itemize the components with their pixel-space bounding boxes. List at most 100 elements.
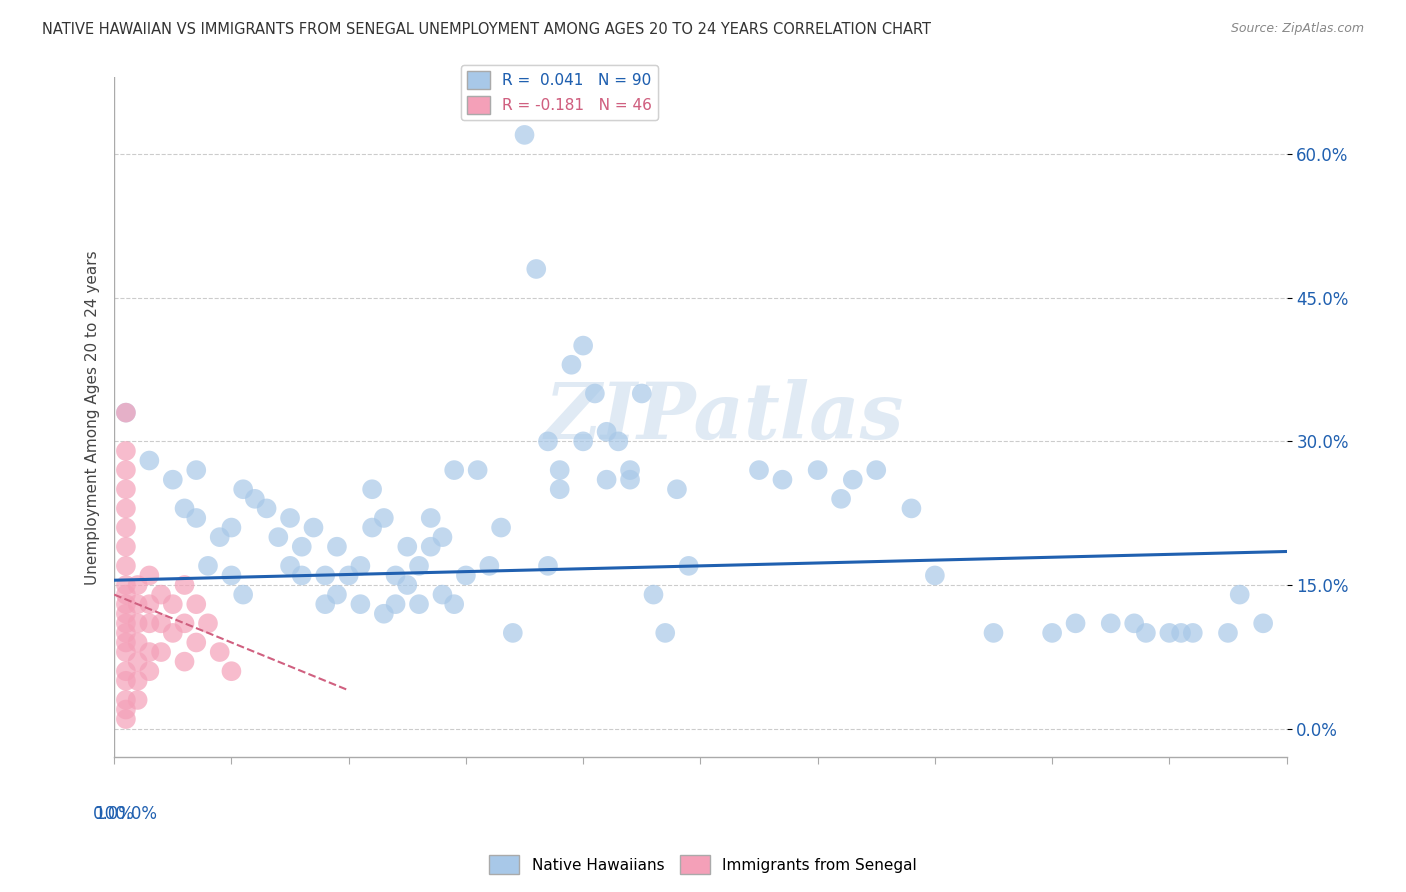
Point	[115, 607, 138, 621]
Point	[630, 386, 652, 401]
Point	[278, 558, 301, 573]
Point	[537, 434, 560, 449]
Point	[361, 482, 384, 496]
Point	[748, 463, 770, 477]
Point	[361, 520, 384, 534]
Point	[373, 511, 395, 525]
Point	[197, 616, 219, 631]
Text: Source: ZipAtlas.com: Source: ZipAtlas.com	[1230, 22, 1364, 36]
Point	[983, 626, 1005, 640]
Point	[419, 511, 441, 525]
Text: 100.0%: 100.0%	[94, 805, 157, 823]
Point	[115, 693, 138, 707]
Point	[115, 635, 138, 649]
Point	[115, 501, 138, 516]
Point	[842, 473, 865, 487]
Point	[173, 501, 195, 516]
Point	[924, 568, 946, 582]
Point	[583, 386, 606, 401]
Point	[513, 128, 536, 142]
Point	[1099, 616, 1122, 631]
Point	[138, 597, 160, 611]
Point	[1064, 616, 1087, 631]
Point	[115, 558, 138, 573]
Point	[454, 568, 477, 582]
Text: NATIVE HAWAIIAN VS IMMIGRANTS FROM SENEGAL UNEMPLOYMENT AMONG AGES 20 TO 24 YEAR: NATIVE HAWAIIAN VS IMMIGRANTS FROM SENEG…	[42, 22, 931, 37]
Point	[173, 655, 195, 669]
Point	[865, 463, 887, 477]
Point	[115, 616, 138, 631]
Point	[186, 597, 208, 611]
Point	[1251, 616, 1274, 631]
Point	[291, 568, 314, 582]
Point	[337, 568, 360, 582]
Point	[560, 358, 582, 372]
Point	[1229, 588, 1251, 602]
Point	[443, 463, 465, 477]
Point	[221, 568, 243, 582]
Point	[115, 463, 138, 477]
Legend: Native Hawaiians, Immigrants from Senegal: Native Hawaiians, Immigrants from Senega…	[482, 849, 924, 880]
Point	[150, 645, 173, 659]
Point	[267, 530, 290, 544]
Point	[830, 491, 852, 506]
Point	[1216, 626, 1239, 640]
Point	[138, 568, 160, 582]
Point	[115, 597, 138, 611]
Point	[162, 473, 184, 487]
Point	[115, 406, 138, 420]
Point	[572, 338, 595, 352]
Point	[432, 530, 454, 544]
Point	[502, 626, 524, 640]
Point	[408, 558, 430, 573]
Point	[548, 482, 571, 496]
Point	[665, 482, 688, 496]
Point	[138, 645, 160, 659]
Point	[115, 588, 138, 602]
Point	[489, 520, 512, 534]
Point	[162, 597, 184, 611]
Point	[150, 616, 173, 631]
Point	[432, 588, 454, 602]
Point	[349, 597, 371, 611]
Point	[396, 578, 419, 592]
Point	[150, 588, 173, 602]
Point	[127, 616, 149, 631]
Point	[127, 693, 149, 707]
Point	[772, 473, 794, 487]
Point	[900, 501, 922, 516]
Point	[302, 520, 325, 534]
Legend: R =  0.041   N = 90, R = -0.181   N = 46: R = 0.041 N = 90, R = -0.181 N = 46	[461, 65, 658, 120]
Point	[127, 673, 149, 688]
Point	[349, 558, 371, 573]
Point	[1123, 616, 1146, 631]
Point	[326, 540, 349, 554]
Point	[572, 434, 595, 449]
Point	[408, 597, 430, 611]
Point	[443, 597, 465, 611]
Point	[115, 482, 138, 496]
Point	[1135, 626, 1157, 640]
Point	[678, 558, 700, 573]
Point	[115, 540, 138, 554]
Point	[548, 463, 571, 477]
Point	[326, 588, 349, 602]
Point	[115, 520, 138, 534]
Point	[138, 453, 160, 467]
Point	[419, 540, 441, 554]
Point	[1159, 626, 1181, 640]
Point	[186, 635, 208, 649]
Point	[197, 558, 219, 573]
Point	[607, 434, 630, 449]
Y-axis label: Unemployment Among Ages 20 to 24 years: Unemployment Among Ages 20 to 24 years	[86, 250, 100, 585]
Point	[467, 463, 489, 477]
Point	[256, 501, 278, 516]
Point	[619, 463, 641, 477]
Point	[524, 262, 547, 277]
Point	[115, 712, 138, 726]
Point	[173, 578, 195, 592]
Point	[115, 626, 138, 640]
Point	[478, 558, 501, 573]
Point	[384, 568, 406, 582]
Point	[243, 491, 266, 506]
